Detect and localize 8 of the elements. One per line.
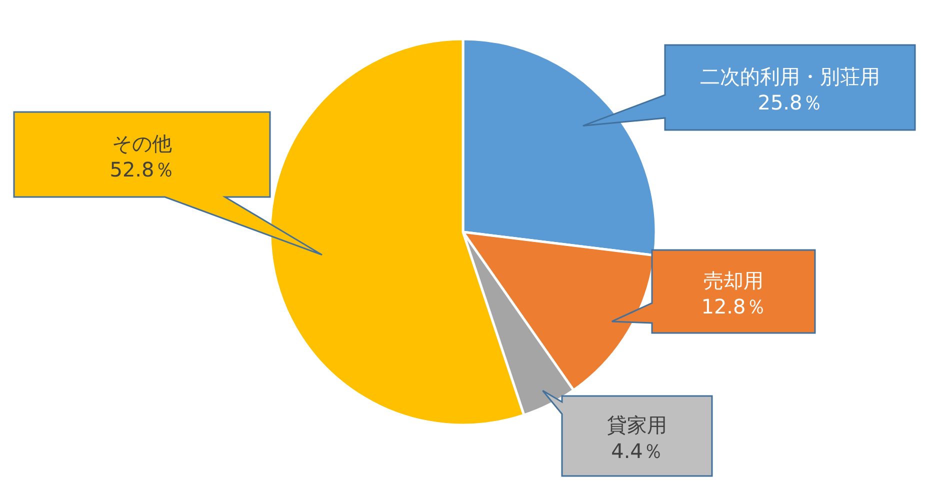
slice-label: 二次的利用・別荘用 xyxy=(700,64,880,88)
data-label: 12.8％ xyxy=(701,294,766,318)
slice-label: その他 xyxy=(112,132,172,156)
data-label: 25.8％ xyxy=(758,90,822,114)
data-label: 4.4％ xyxy=(611,439,663,463)
slice-label: 貸家用 xyxy=(607,413,667,437)
slice-label: 売却用 xyxy=(704,268,764,292)
data-label: 52.8％ xyxy=(110,158,174,182)
